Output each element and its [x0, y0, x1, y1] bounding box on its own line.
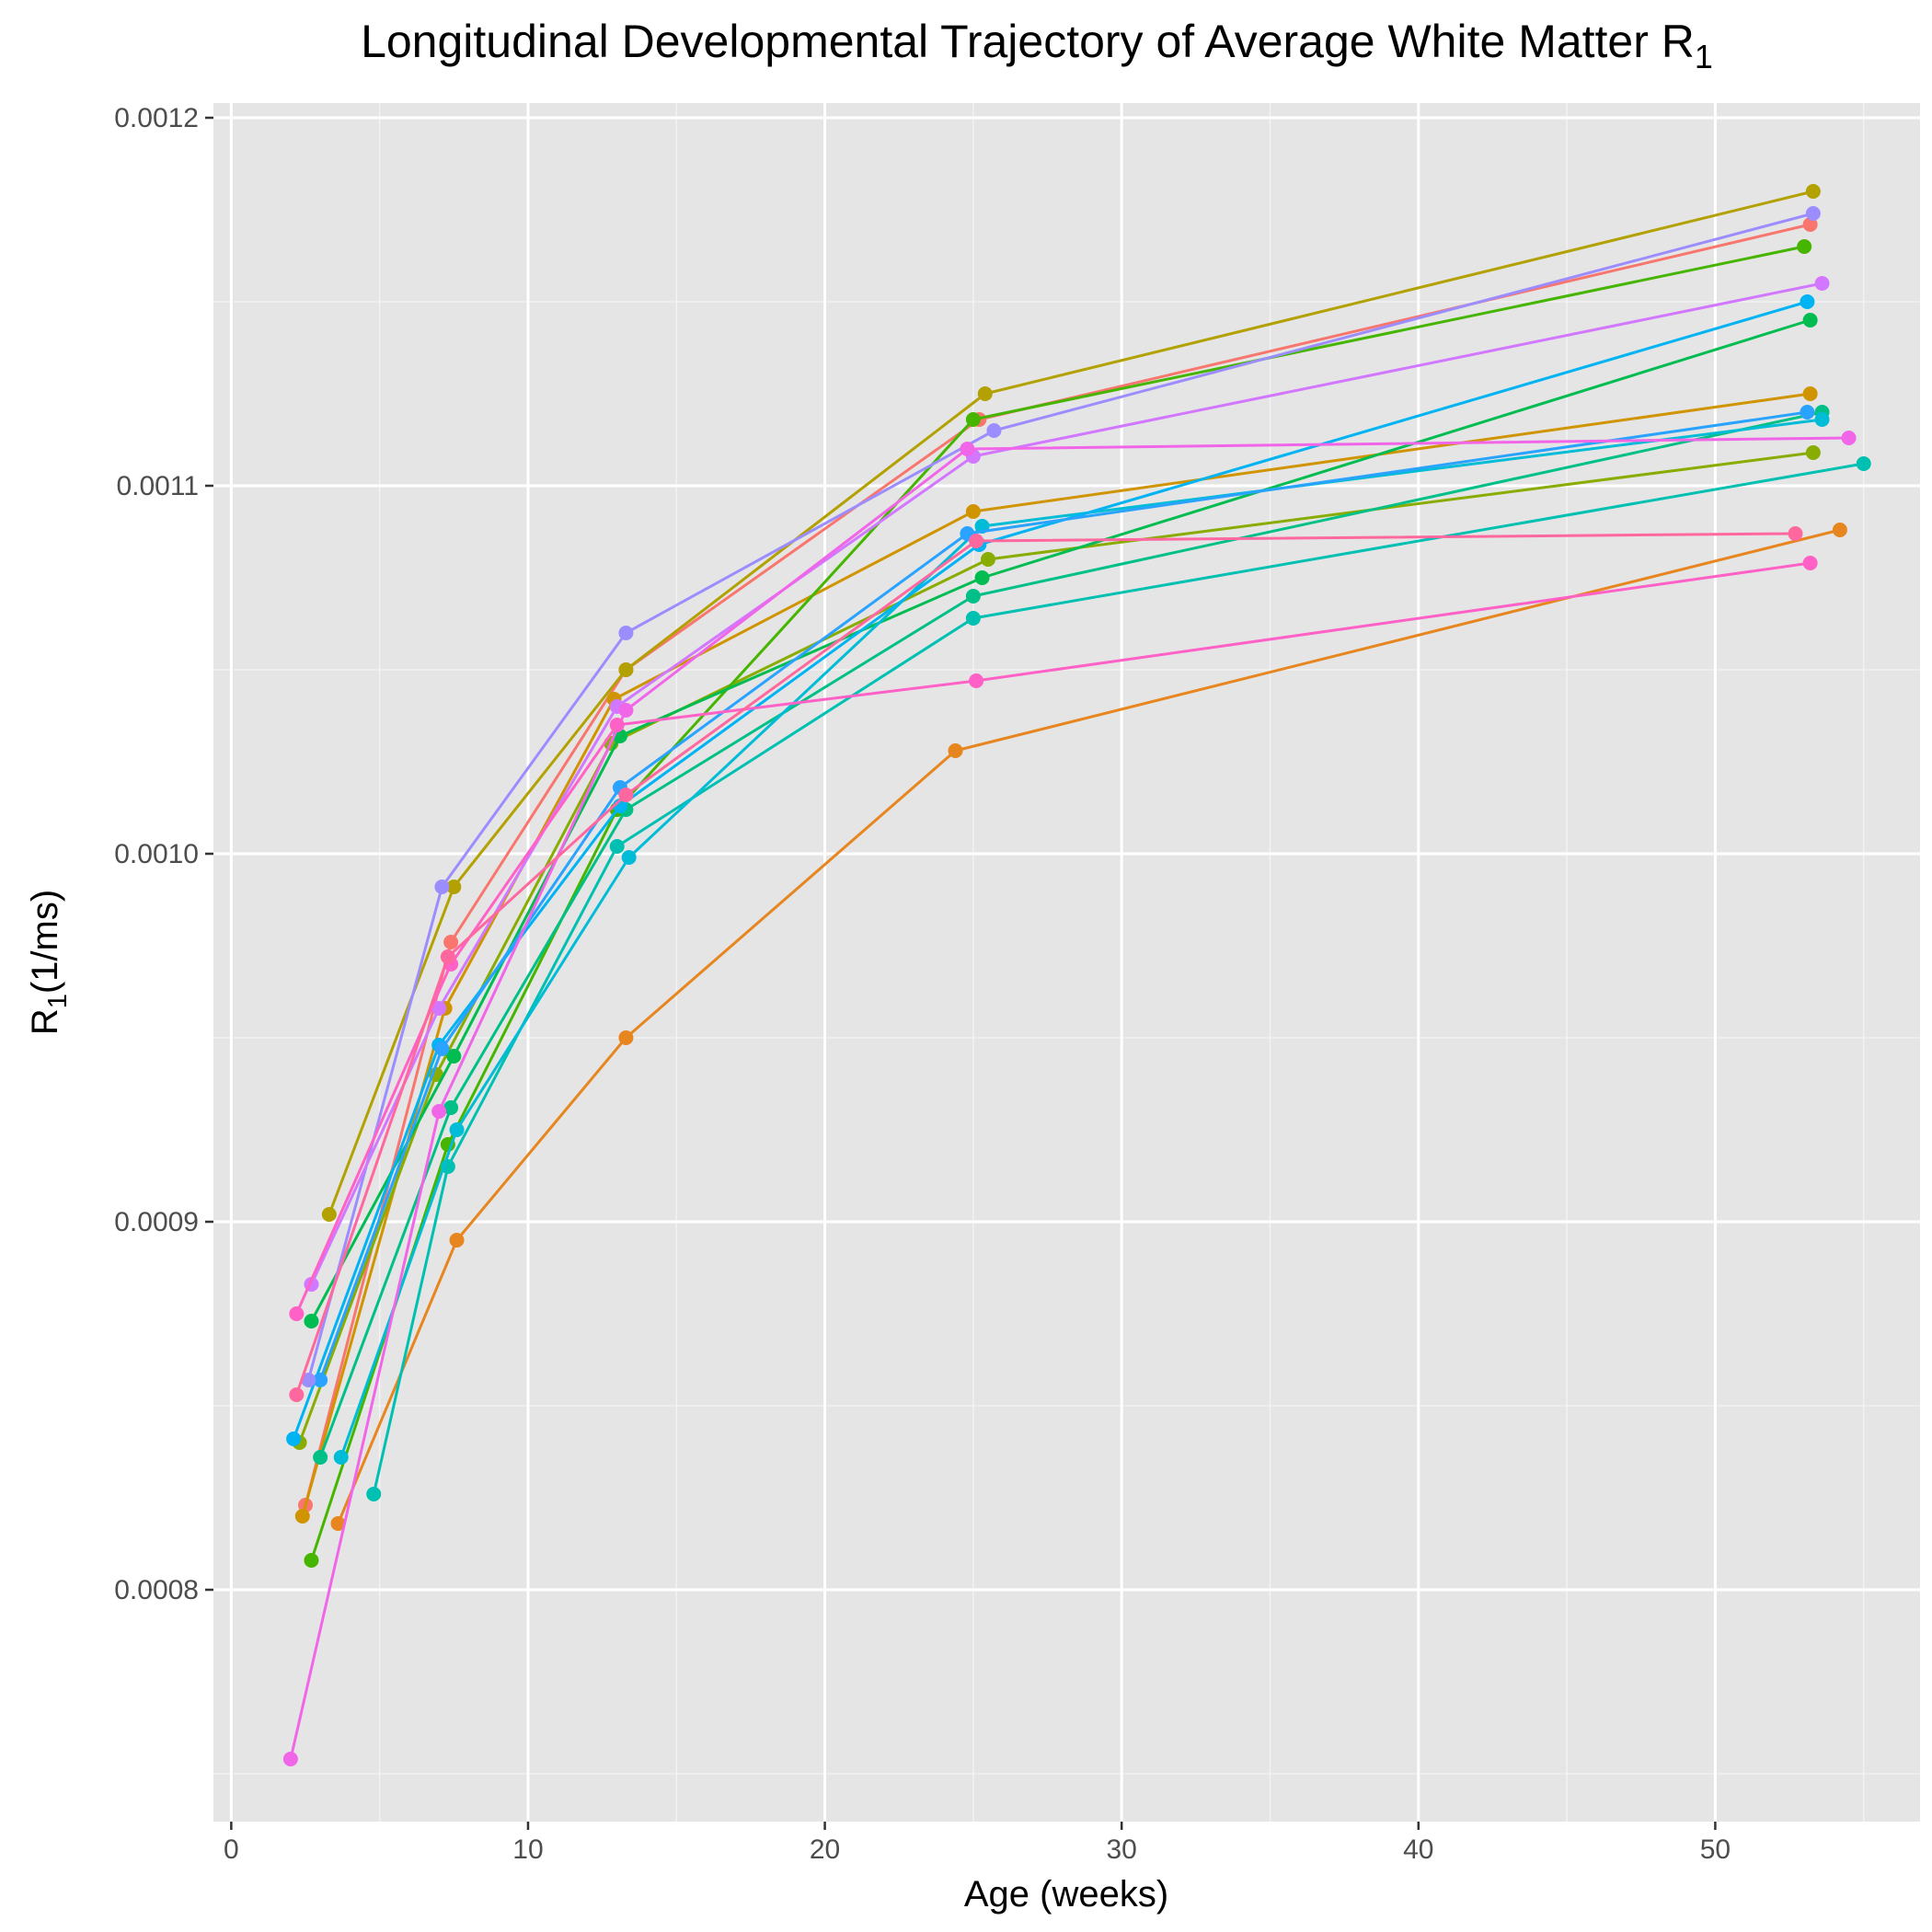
data-point	[977, 386, 993, 401]
data-point	[1797, 239, 1812, 254]
grid-minor	[213, 103, 1920, 1822]
x-tick-label: 0	[224, 1834, 239, 1865]
data-point	[431, 1104, 447, 1119]
data-point	[282, 1752, 298, 1766]
data-point	[986, 423, 1002, 438]
data-point	[446, 880, 462, 894]
data-point	[618, 788, 634, 802]
data-point	[440, 949, 455, 964]
data-point	[434, 1041, 450, 1056]
data-point	[965, 504, 981, 519]
x-tick-label: 30	[1106, 1834, 1136, 1865]
data-point	[313, 1373, 328, 1387]
x-tick-label: 20	[810, 1834, 840, 1865]
y-tick-label: 0.0010	[114, 839, 199, 869]
data-point	[1800, 405, 1815, 420]
data-point	[1788, 526, 1803, 541]
data-point	[289, 1306, 305, 1321]
data-point	[1805, 184, 1821, 199]
data-point	[443, 935, 459, 949]
data-point	[286, 1432, 302, 1446]
x-tick-label: 40	[1403, 1834, 1433, 1865]
data-point	[1802, 556, 1818, 570]
series-12	[313, 405, 1815, 1387]
data-point	[981, 552, 996, 567]
y-tick-label: 0.0009	[114, 1207, 199, 1237]
data-point	[289, 1387, 305, 1402]
data-point	[621, 850, 637, 865]
data-point	[333, 1450, 349, 1465]
data-point	[1805, 206, 1821, 221]
data-point	[443, 1100, 459, 1115]
x-tick-label: 10	[512, 1834, 543, 1865]
series-17	[289, 526, 1803, 1402]
data-point	[330, 1516, 346, 1531]
y-axis-title-suffix: (1/ms)	[25, 890, 65, 994]
data-point	[313, 1450, 328, 1465]
y-axis-title-main: R	[25, 1008, 65, 1035]
series-layer	[282, 184, 1871, 1766]
data-point	[1802, 313, 1818, 328]
data-point	[1802, 217, 1818, 232]
data-point	[618, 703, 634, 718]
data-point	[431, 1001, 447, 1016]
x-axis-title: Age (weeks)	[964, 1874, 1168, 1915]
data-point	[965, 611, 981, 626]
series-2	[330, 523, 1847, 1531]
data-point	[618, 626, 634, 640]
chart-title-main: Longitudinal Developmental Trajectory of…	[361, 16, 1695, 67]
data-point	[609, 839, 625, 854]
y-axis-title-subscript: 1	[43, 994, 73, 1008]
grid-major	[213, 103, 1920, 1822]
data-point	[960, 442, 975, 456]
y-tick-label: 0.0011	[116, 471, 199, 501]
data-point	[618, 1030, 634, 1045]
data-point	[969, 673, 984, 688]
y-tick-label: 0.0008	[114, 1575, 199, 1605]
data-point	[1841, 431, 1857, 445]
chart-title-subscript: 1	[1695, 38, 1713, 75]
data-point	[1802, 386, 1818, 401]
data-point	[446, 1049, 462, 1064]
data-point	[449, 1122, 465, 1137]
data-point	[1814, 276, 1830, 291]
data-point	[1856, 456, 1871, 471]
data-point	[1805, 445, 1821, 460]
data-point	[609, 718, 625, 732]
data-point	[366, 1487, 382, 1501]
data-point	[1814, 412, 1830, 427]
data-point	[304, 1553, 319, 1568]
data-point	[969, 534, 984, 548]
data-point	[618, 662, 634, 677]
data-point	[294, 1509, 310, 1524]
y-axis-title: R1(1/ms)	[25, 890, 73, 1035]
data-point	[301, 1373, 316, 1387]
series-13	[301, 206, 1821, 1387]
x-tick-label: 50	[1700, 1834, 1731, 1865]
y-axis: 0.0008 0.0009 0.0010 0.0011 0.0012	[114, 103, 213, 1605]
y-tick-label: 0.0012	[114, 103, 199, 133]
data-point	[965, 589, 981, 604]
data-point	[948, 743, 963, 758]
data-point	[434, 880, 450, 894]
data-point	[321, 1207, 337, 1222]
chart-title: Longitudinal Developmental Trajectory of…	[361, 16, 1713, 75]
data-point	[1800, 294, 1815, 309]
x-axis: 0 10 20 30 40 50	[224, 1822, 1731, 1865]
data-point	[965, 412, 981, 427]
series-15	[282, 431, 1857, 1766]
data-point	[1832, 523, 1847, 537]
data-point	[974, 570, 990, 585]
data-point	[449, 1233, 465, 1248]
data-point	[304, 1314, 319, 1328]
plot-panel	[213, 103, 1920, 1822]
